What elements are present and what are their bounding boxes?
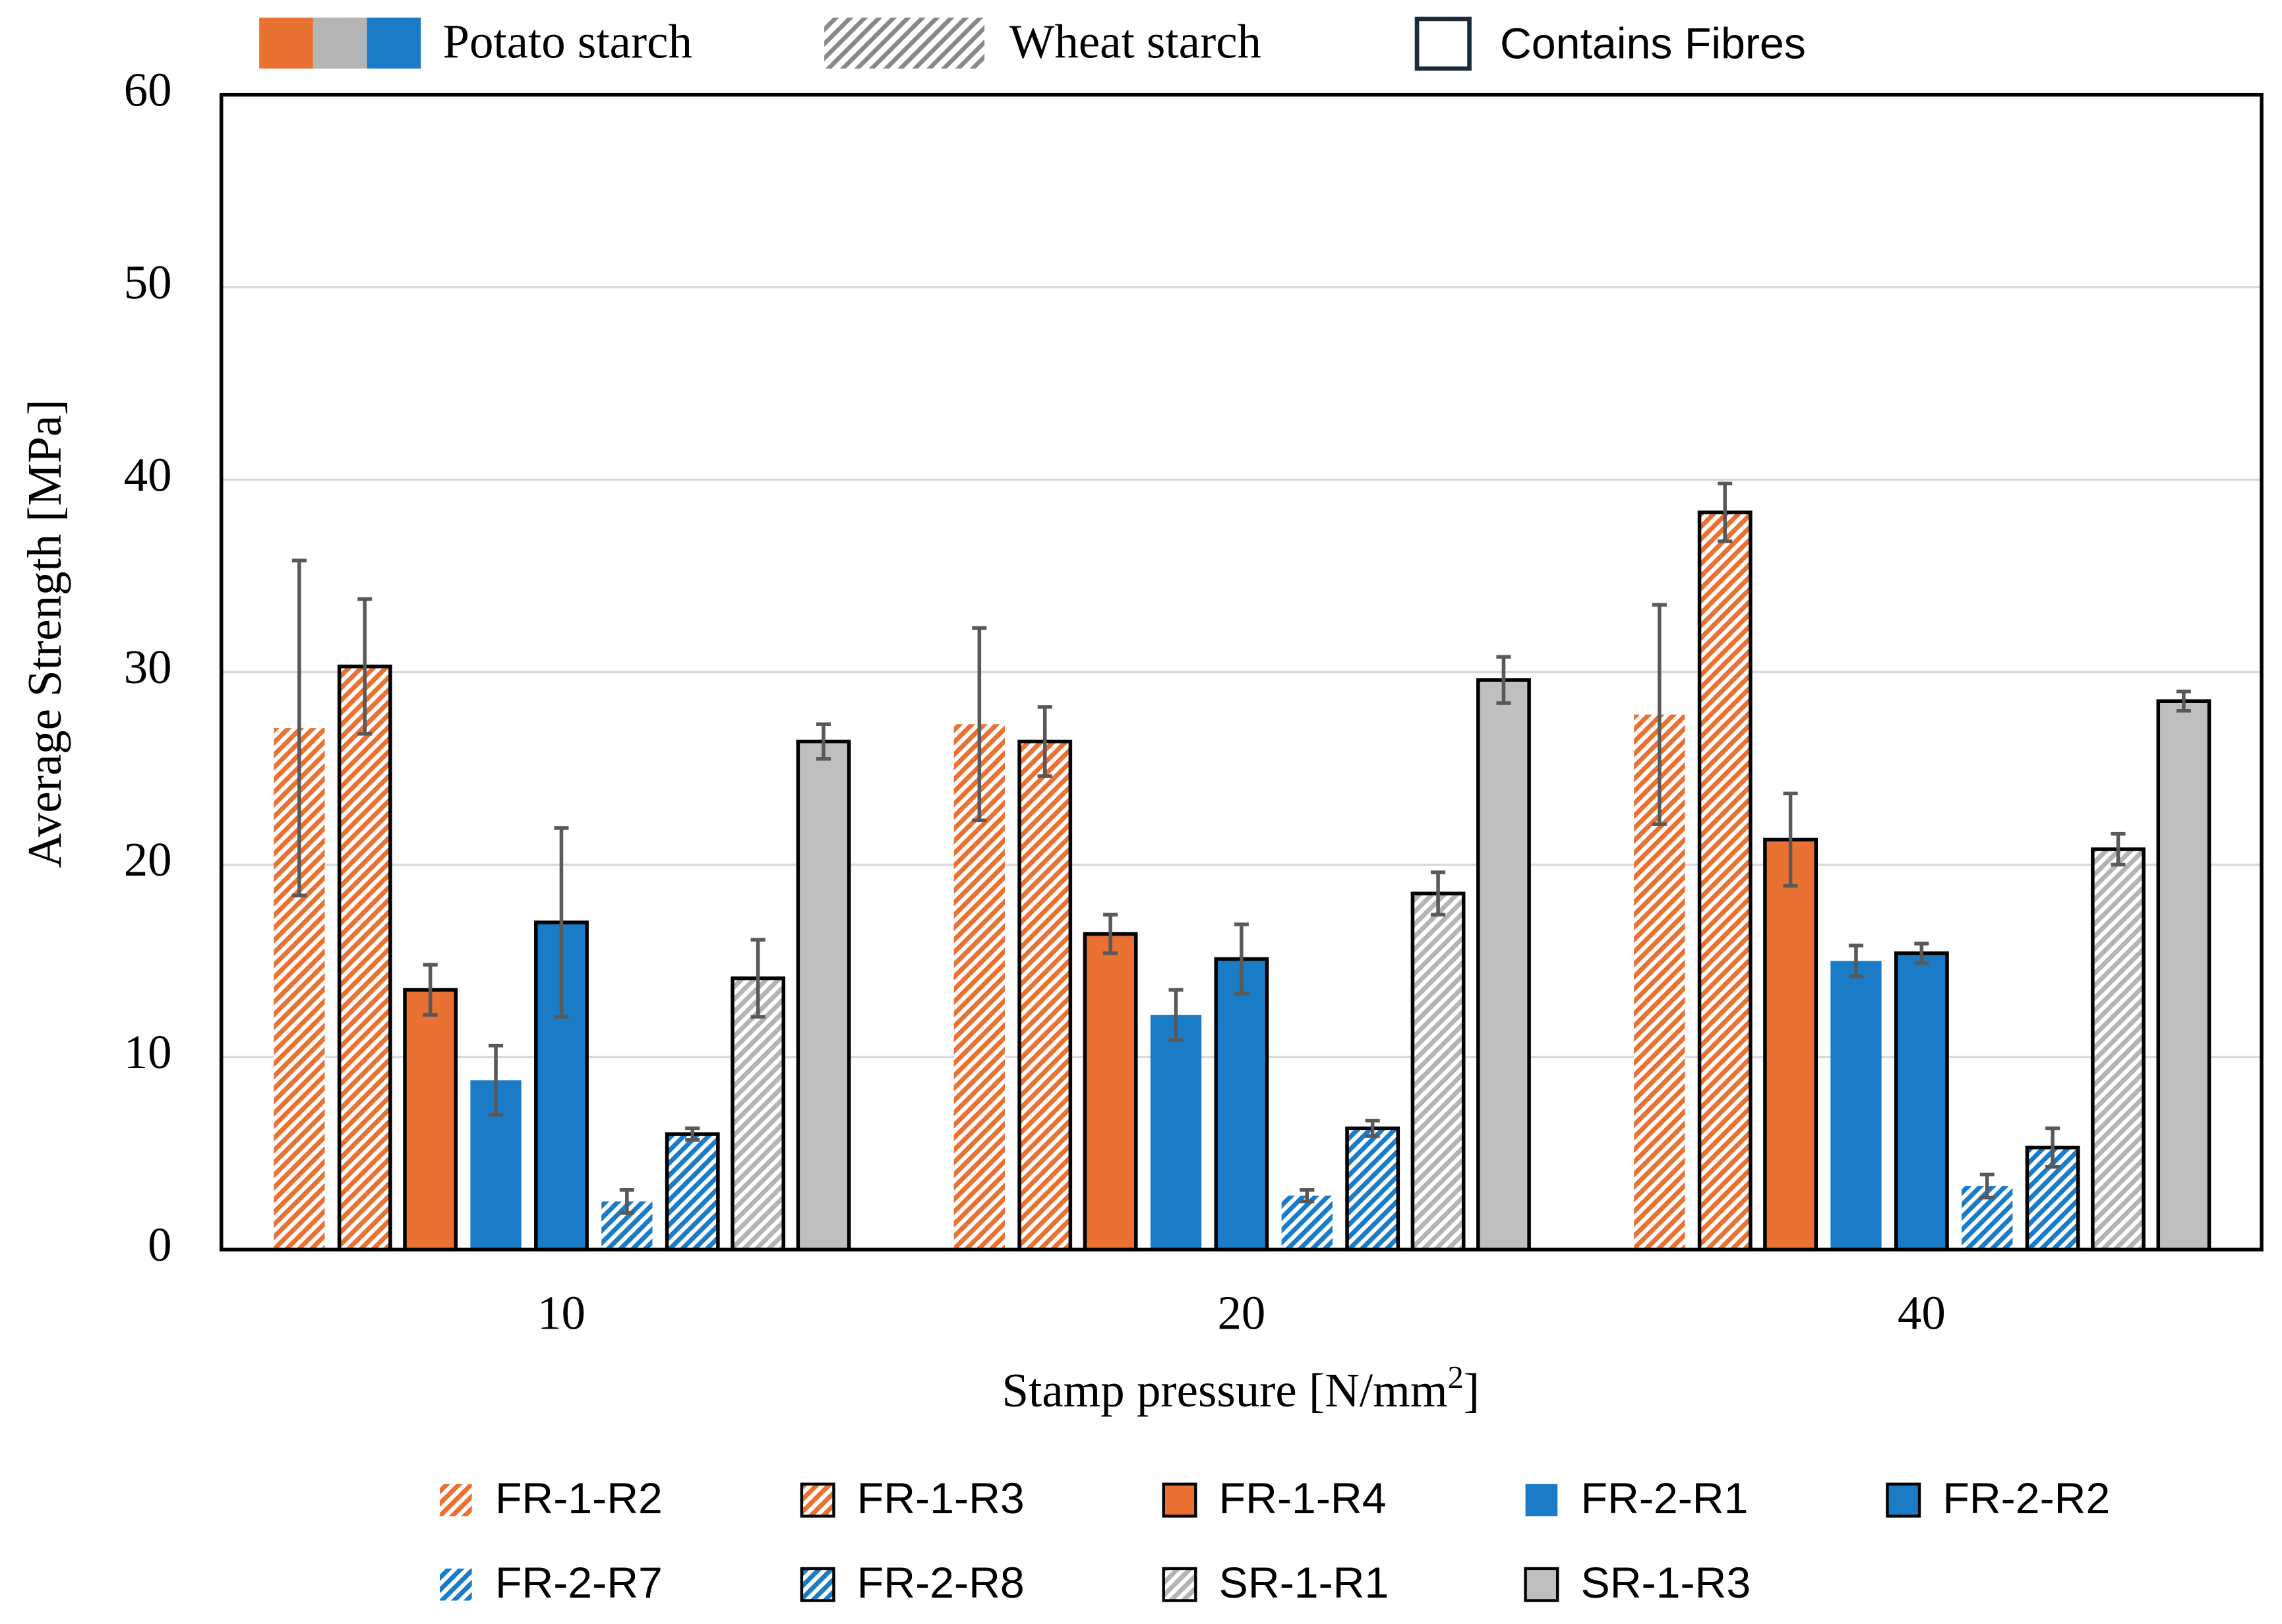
legend-swatch — [1524, 1567, 1559, 1602]
y-tick-label: 30 — [124, 640, 172, 694]
legend-swatch — [440, 1568, 472, 1601]
legend-swatch — [800, 1482, 835, 1518]
bar — [1697, 510, 1753, 1251]
bar — [1830, 961, 1882, 1250]
error-bar — [489, 1044, 504, 1117]
error-bar — [1168, 988, 1184, 1042]
legend-swatch — [1162, 1482, 1197, 1518]
error-bar — [1234, 922, 1249, 996]
error-bar — [2111, 831, 2126, 867]
bar — [1345, 1126, 1400, 1251]
legend-label: FR-1-R3 — [857, 1474, 1025, 1523]
y-tick-label: 50 — [124, 255, 172, 309]
y-axis-title: Average Strength [MPa] — [18, 399, 71, 868]
y-tick-label: 40 — [124, 448, 172, 501]
x-axis-title-part: ] — [1464, 1364, 1480, 1417]
error-bar — [619, 1188, 634, 1215]
legend-swatch — [1525, 1484, 1558, 1517]
legend-label: SR-1-R3 — [1581, 1559, 1751, 1608]
error-bar — [357, 597, 373, 736]
legend-swatch — [367, 17, 421, 69]
bar — [1150, 1015, 1202, 1250]
error-bar — [1914, 942, 1929, 965]
bar — [1763, 837, 1818, 1251]
legend-swatch — [1886, 1482, 1921, 1518]
bar — [2091, 847, 2146, 1251]
error-bar — [972, 626, 987, 823]
legend-swatch — [313, 17, 367, 69]
bar — [665, 1132, 720, 1251]
error-bar — [1783, 791, 1798, 888]
bar — [1214, 957, 1269, 1251]
error-bar — [1037, 705, 1052, 778]
error-bar — [816, 722, 831, 761]
x-tick-label: 10 — [537, 1286, 586, 1340]
error-bar — [291, 558, 307, 897]
error-bar — [2176, 689, 2191, 713]
legend-label: FR-2-R1 — [1581, 1474, 1749, 1523]
legend-label: Wheat starch — [1009, 15, 1261, 69]
legend-swatch — [1162, 1567, 1197, 1602]
error-bar — [1103, 913, 1118, 955]
error-bar — [1496, 655, 1511, 705]
legend-label: FR-2-R2 — [1942, 1474, 2110, 1523]
y-tick-label: 60 — [124, 63, 172, 116]
x-axis-title-sup: 2 — [1448, 1360, 1464, 1395]
bar — [731, 976, 786, 1251]
legend-swatch — [259, 17, 313, 69]
x-axis-title: Stamp pressure [N/mm2] — [1002, 1360, 1480, 1417]
error-bar — [1718, 481, 1733, 543]
y-tick-label: 0 — [148, 1218, 171, 1271]
bar — [1083, 932, 1138, 1251]
error-bar — [1979, 1172, 1995, 1200]
y-tick-label: 10 — [124, 1025, 172, 1079]
bar — [1017, 739, 1073, 1251]
error-bar — [1431, 870, 1446, 917]
x-axis-title-part: Stamp pressure [N/mm — [1002, 1364, 1447, 1417]
error-bar — [1365, 1118, 1380, 1138]
legend-swatch — [440, 1484, 472, 1517]
legend-label: SR-1-R1 — [1219, 1559, 1389, 1608]
error-bar — [2045, 1126, 2060, 1169]
legend-label: FR-2-R8 — [857, 1559, 1025, 1608]
bar — [1281, 1195, 1333, 1250]
bar — [1894, 951, 1949, 1251]
x-tick-label: 20 — [1217, 1286, 1265, 1340]
legend-label: FR-1-R2 — [495, 1474, 663, 1523]
error-bar — [750, 938, 766, 1019]
bar — [1410, 891, 1466, 1251]
x-tick-label: 40 — [1898, 1286, 1946, 1340]
error-bar — [1652, 603, 1667, 826]
y-tick-label: 20 — [124, 833, 172, 886]
legend-label: FR-2-R7 — [495, 1559, 663, 1608]
bar — [2156, 699, 2211, 1251]
error-bar — [1300, 1188, 1315, 1203]
legend-swatch — [1414, 16, 1472, 71]
bar — [337, 664, 392, 1251]
error-bar — [1848, 944, 1864, 978]
error-bar — [554, 826, 569, 1019]
legend-label: Potato starch — [442, 15, 692, 69]
error-bar — [685, 1126, 700, 1142]
bar — [403, 988, 458, 1251]
legend-label: Contains Fibres — [1500, 19, 1806, 68]
top-legend: Potato starch Wheat starch Contains Fibr… — [259, 15, 1806, 71]
error-bar — [423, 963, 438, 1017]
bar — [796, 739, 851, 1251]
plot-frame — [219, 92, 2264, 1251]
legend-label: FR-1-R4 — [1219, 1474, 1387, 1523]
bar — [1476, 678, 1531, 1251]
legend-swatch — [824, 17, 985, 69]
legend-swatch — [800, 1567, 835, 1602]
